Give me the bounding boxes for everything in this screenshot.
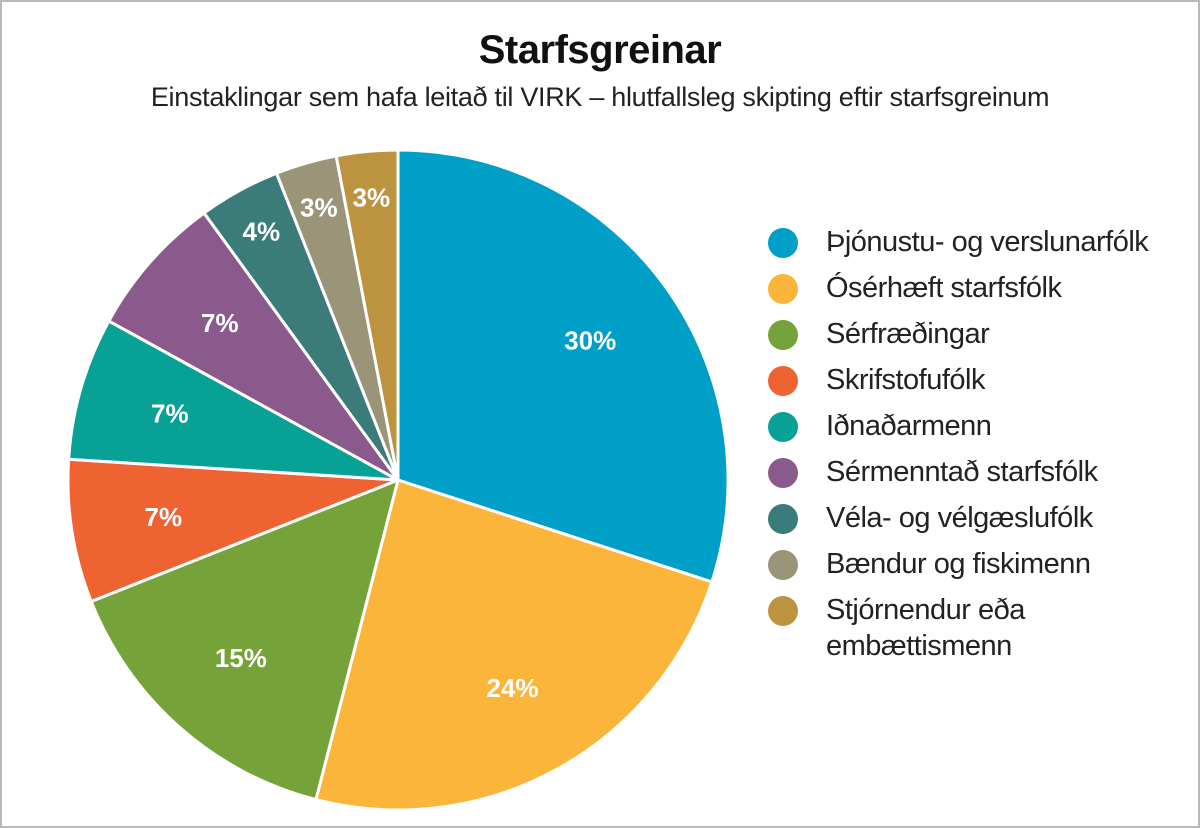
legend-swatch bbox=[768, 596, 798, 626]
pie-slice-label-1: 30% bbox=[564, 325, 616, 355]
legend-label: Þjónustu- og verslunarfólk bbox=[826, 226, 1149, 258]
legend: Þjónustu- og verslunarfólk Ósérhæft starf… bbox=[768, 224, 1188, 664]
legend-swatch bbox=[768, 412, 798, 442]
legend-label: Sérmenntað starfsfólk bbox=[826, 456, 1098, 488]
chart-title: Starfsgreinar bbox=[478, 28, 722, 72]
legend-item: Skrifstofufólk bbox=[768, 362, 1188, 408]
legend-item: Sérmenntað starfsfólk bbox=[768, 454, 1188, 500]
legend-label: Stjórnendur eða bbox=[826, 594, 1025, 626]
legend-label: Iðnaðarmenn bbox=[826, 410, 992, 442]
legend-label: Véla- og vélgæslufólk bbox=[826, 502, 1093, 534]
legend-item: Stjórnendur eða embættismenn bbox=[768, 592, 1188, 664]
pie-slice-label-7: 4% bbox=[242, 216, 280, 246]
legend-swatch bbox=[768, 320, 798, 350]
pie-slice-label-3: 15% bbox=[215, 643, 267, 673]
pie-slice-5 bbox=[67, 319, 400, 482]
legend-item: Ósérhæft starfsfólk bbox=[768, 270, 1188, 316]
pie-slice-label-9: 3% bbox=[353, 182, 391, 212]
legend-swatch bbox=[768, 504, 798, 534]
legend-swatch bbox=[768, 550, 798, 580]
chart-subtitle: Einstaklingar sem hafa leitað til VIRK –… bbox=[150, 82, 1050, 112]
pie-slice-label-5: 7% bbox=[151, 399, 189, 429]
pie-slice-label-6: 7% bbox=[201, 308, 239, 338]
legend-swatch bbox=[768, 366, 798, 396]
pie-slice-4 bbox=[66, 457, 400, 603]
pie-slice-3 bbox=[89, 478, 400, 802]
legend-label: Skrifstofufólk bbox=[826, 364, 986, 396]
legend-swatch bbox=[768, 274, 798, 304]
legend-swatch bbox=[768, 228, 798, 258]
legend-label: Ósérhæft starfsfólk bbox=[826, 272, 1062, 304]
pie-slice-6 bbox=[107, 211, 400, 482]
pie-slice-label-4: 7% bbox=[145, 502, 183, 532]
legend-item: Bændur og fiskimenn bbox=[768, 546, 1188, 592]
legend-label: embættismenn bbox=[826, 630, 1012, 662]
pie-slice-2 bbox=[314, 478, 714, 812]
legend-item: Iðnaðarmenn bbox=[768, 408, 1188, 454]
pie-slice-9 bbox=[334, 148, 400, 482]
legend-item: Sérfræðingar bbox=[768, 316, 1188, 362]
pie-slice-label-8: 3% bbox=[300, 192, 338, 222]
legend-label: Bændur og fiskimenn bbox=[826, 548, 1091, 580]
legend-label: Sérfræðingar bbox=[826, 318, 990, 350]
legend-swatch bbox=[768, 458, 798, 488]
legend-item: Þjónustu- og verslunarfólk bbox=[768, 224, 1188, 270]
pie-slice-1 bbox=[396, 148, 730, 584]
legend-item: Véla- og vélgæslufólk bbox=[768, 500, 1188, 546]
pie-slice-label-2: 24% bbox=[486, 673, 538, 703]
